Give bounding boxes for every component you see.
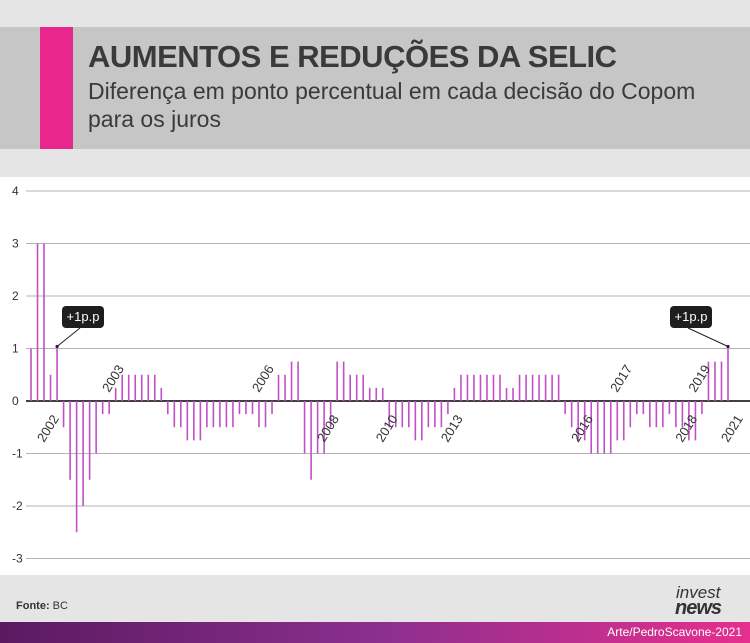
y-tick-label: 0 [12, 394, 19, 408]
annotation-label: +1p.p [675, 309, 708, 324]
source-label: Fonte: [16, 600, 50, 612]
accent-bar [40, 27, 73, 149]
y-tick-label: 3 [12, 237, 19, 251]
header-band: AUMENTOS E REDUÇÕES DA SELIC Diferença e… [0, 27, 750, 149]
logo-text-top: invest [676, 583, 721, 602]
annotation-label: +1p.p [67, 309, 100, 324]
logo-text-bottom: news [675, 597, 722, 619]
y-tick-label: -3 [12, 552, 23, 566]
source-value: BC [52, 600, 68, 612]
source-note: Fonte: BC [16, 600, 68, 612]
annotation-tip [55, 344, 59, 349]
art-credit: Arte/PedroScavone-2021 [607, 625, 742, 639]
annotation-box [62, 306, 104, 328]
annotation-leader [687, 327, 729, 347]
annotation-box [670, 306, 712, 328]
investnews-logo: invest news [672, 583, 744, 619]
year-label: 2017 [607, 362, 635, 394]
annotation-leader [56, 327, 81, 347]
chart-subtitle: Diferença em ponto percentual em cada de… [88, 78, 696, 132]
y-tick-label: 2 [12, 289, 19, 303]
credit-bar: Arte/PedroScavone-2021 [0, 622, 750, 643]
year-label: 2021 [718, 412, 746, 444]
y-tick-label: 4 [12, 184, 19, 198]
y-tick-label: 1 [12, 342, 19, 356]
y-tick-label: -1 [12, 447, 23, 461]
annotation-tip [726, 344, 730, 349]
y-tick-label: -2 [12, 499, 23, 513]
year-label: 2006 [249, 362, 277, 394]
chart-title: AUMENTOS E REDUÇÕES DA SELIC [88, 39, 617, 74]
year-label: 2002 [34, 412, 62, 444]
